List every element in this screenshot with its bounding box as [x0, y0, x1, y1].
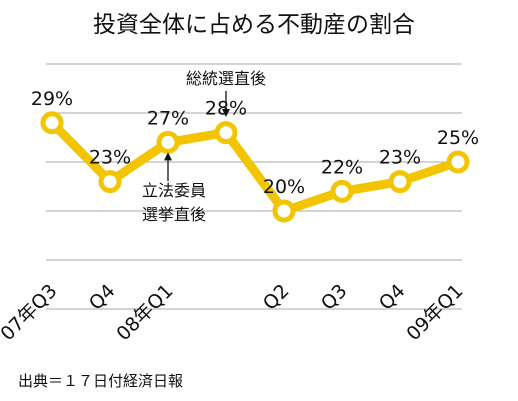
annotation-text: 立法委員: [142, 181, 206, 200]
data-points: [40, 111, 470, 223]
data-label: 20%: [263, 176, 305, 198]
data-point: [272, 199, 296, 223]
source-note: 出典＝１７日付経済日報: [18, 372, 183, 390]
data-label: 29%: [31, 88, 73, 110]
data-label: 27%: [147, 107, 189, 129]
annotation-arrowhead: [164, 152, 172, 161]
data-point: [388, 170, 412, 194]
data-label: 23%: [89, 147, 131, 169]
x-tick-label: 07年Q3: [0, 280, 62, 345]
data-label: 23%: [379, 147, 421, 169]
gridlines: [46, 63, 462, 310]
data-point: [40, 111, 64, 135]
data-point: [330, 179, 354, 203]
data-point: [98, 170, 122, 194]
data-point: [156, 130, 180, 154]
x-tick-label: 09年Q1: [402, 280, 467, 345]
data-point: [446, 150, 470, 174]
data-label: 25%: [437, 127, 479, 149]
x-tick-label: 08年Q1: [112, 280, 177, 345]
annotation-text: 総統選直後: [186, 69, 266, 88]
chart-title: 投資全体に占める不動産の割合: [93, 12, 415, 38]
data-point: [214, 121, 238, 145]
annotation-arrowhead: [222, 109, 230, 117]
data-labels: 29%23%27% 28%20%22% 23%25%: [31, 88, 479, 198]
annotation-text: 選挙直後: [142, 205, 206, 224]
data-label: 22%: [321, 156, 363, 178]
